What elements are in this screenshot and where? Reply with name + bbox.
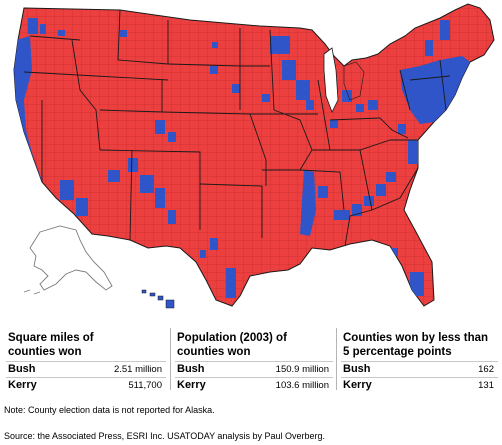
stat-title-line: 5 percentage points xyxy=(343,346,452,358)
stat-title: Counties won by less than 5 percentage p… xyxy=(341,326,498,361)
stat-row-kerry: Kerry 103.6 million xyxy=(175,377,333,393)
column-divider xyxy=(170,328,171,390)
stat-row-bush: Bush 150.9 million xyxy=(175,361,333,377)
lake-michigan xyxy=(323,47,339,113)
stat-title-line: Square miles of xyxy=(8,332,94,344)
stat-population: Population (2003) of counties won Bush 1… xyxy=(175,326,333,392)
source-credit: Source: the Associated Press, ESRI Inc. … xyxy=(4,431,325,441)
candidate-label: Kerry xyxy=(177,379,206,391)
stats-table: Square miles of counties won Bush 2.51 m… xyxy=(0,326,502,392)
stat-close-counties: Counties won by less than 5 percentage p… xyxy=(341,326,498,392)
candidate-label: Bush xyxy=(343,363,371,375)
candidate-label: Bush xyxy=(177,363,205,375)
candidate-label: Kerry xyxy=(343,379,372,391)
candidate-label: Kerry xyxy=(8,379,37,391)
stat-row-kerry: Kerry 511,700 xyxy=(6,377,166,393)
stat-title-line: Counties won by less than xyxy=(343,332,489,344)
hawaii xyxy=(141,289,175,309)
county-map-svg xyxy=(13,3,495,309)
stat-title-line: Population (2003) of xyxy=(177,332,287,344)
stat-title: Population (2003) of counties won xyxy=(175,326,333,361)
stat-value: 150.9 million xyxy=(275,364,329,375)
stat-value: 131 xyxy=(478,380,494,391)
stat-row-kerry: Kerry 131 xyxy=(341,377,498,393)
state-borders xyxy=(23,9,451,253)
stat-title-line: counties won xyxy=(8,346,82,358)
stat-value: 103.6 million xyxy=(275,380,329,391)
footnote: Note: County election data is not report… xyxy=(4,405,215,415)
stat-row-bush: Bush 2.51 million xyxy=(6,361,166,377)
stat-value: 511,700 xyxy=(128,380,162,391)
candidate-label: Bush xyxy=(8,363,36,375)
stat-row-bush: Bush 162 xyxy=(341,361,498,377)
stat-title-line: counties won xyxy=(177,346,251,358)
stat-square-miles: Square miles of counties won Bush 2.51 m… xyxy=(6,326,166,392)
alaska xyxy=(23,225,113,295)
kerry-counties xyxy=(14,18,470,298)
stat-value: 162 xyxy=(478,364,494,375)
column-divider xyxy=(336,328,337,390)
stat-title: Square miles of counties won xyxy=(6,326,166,361)
contiguous-us xyxy=(13,3,495,307)
election-map xyxy=(13,3,495,309)
stat-value: 2.51 million xyxy=(113,364,162,375)
